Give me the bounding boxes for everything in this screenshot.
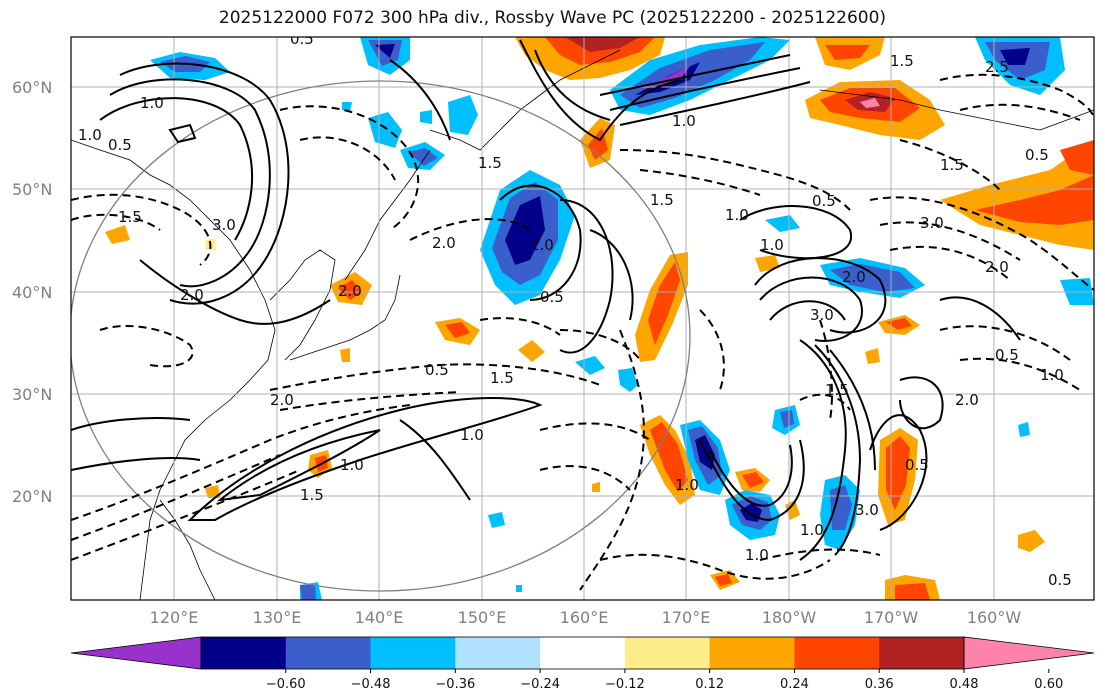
colorbar-segment <box>540 637 626 669</box>
contour-label: 1.0 <box>672 112 696 130</box>
lon-label: 120°E <box>150 608 199 627</box>
divergence-shading <box>105 37 1094 600</box>
colorbar-extend-high <box>963 636 1095 670</box>
contour-label: 1.5 <box>490 369 514 387</box>
map-plot-area: 0.5 1.0 3.0 2.0 2.0 2.0 1.5 1.0 0.5 1.0 … <box>71 30 1094 600</box>
colorbar: −0.60 −0.48 −0.36 −0.24 −0.12 0.12 0.24 0.36 0.4… <box>70 636 1095 692</box>
colorbar-tick-label: −0.60 <box>266 677 306 692</box>
contour-label: 1.5 <box>825 381 849 399</box>
lon-label: 180°W <box>762 608 817 627</box>
plot-frame <box>70 36 1095 601</box>
latitude-labels: 60°N 50°N 40°N 30°N 20°N <box>12 78 52 506</box>
contour-label: 1.5 <box>118 208 142 226</box>
contour-label: 0.5 <box>290 30 314 48</box>
gridlines <box>71 37 1094 600</box>
contour-label: 1.0 <box>530 236 554 254</box>
dashed-contours <box>71 73 1094 591</box>
contour-label: 3.0 <box>855 501 879 519</box>
reference-circle <box>71 80 691 592</box>
contour-label: 1.0 <box>725 206 749 224</box>
contour-label: 2.0 <box>842 268 866 286</box>
solid-contours <box>71 39 1021 561</box>
contour-label: 2.0 <box>432 234 456 252</box>
contour-labels: 0.5 1.0 3.0 2.0 2.0 2.0 1.5 1.0 0.5 1.0 … <box>78 30 1072 589</box>
contour-label: 1.0 <box>78 126 102 144</box>
contour-label: 1.5 <box>650 191 674 209</box>
contour-label: 0.5 <box>812 192 836 210</box>
contour-label: 1.0 <box>140 94 164 112</box>
lon-label: 140°E <box>355 608 404 627</box>
colorbar-segment <box>370 637 456 669</box>
colorbar-segment <box>624 637 711 669</box>
contour-label: 2.5 <box>985 58 1009 76</box>
coastlines <box>71 49 1094 600</box>
lat-label: 40°N <box>12 283 52 302</box>
colorbar-tick-label: 0.60 <box>1034 677 1063 692</box>
contour-label: 0.5 <box>1025 146 1049 164</box>
colorbar-segment <box>285 637 372 669</box>
contour-label: 1.0 <box>460 426 484 444</box>
contour-label: 0.5 <box>905 456 929 474</box>
lon-label: 170°W <box>864 608 919 627</box>
lat-label: 50°N <box>12 180 52 199</box>
contour-label: 1.5 <box>940 156 964 174</box>
contour-label: 3.0 <box>920 214 944 232</box>
contour-label: 1.5 <box>300 486 324 504</box>
contour-label: 1.0 <box>675 476 699 494</box>
contour-label: 1.0 <box>800 521 824 539</box>
contour-label: 1.5 <box>890 52 914 70</box>
contour-label: 2.0 <box>180 286 204 304</box>
contour-label: 0.5 <box>995 346 1019 364</box>
contour-label: 0.5 <box>1048 571 1072 589</box>
lon-label: 160°W <box>967 608 1022 627</box>
colorbar-segment <box>709 637 795 669</box>
contour-label: 3.0 <box>212 216 236 234</box>
lat-label: 60°N <box>12 78 52 97</box>
contour-label: 1.0 <box>1040 366 1064 384</box>
contour-label: 1.0 <box>760 236 784 254</box>
contour-label: 2.0 <box>955 391 979 409</box>
lon-label: 130°E <box>253 608 302 627</box>
colorbar-segment <box>794 637 880 669</box>
colorbar-tick-label: 0.12 <box>695 677 724 692</box>
colorbar-segment <box>455 637 541 669</box>
contour-label: 2.0 <box>338 282 362 300</box>
contour-label: 1.0 <box>745 546 769 564</box>
lat-label: 20°N <box>12 487 52 506</box>
colorbar-extend-low <box>70 636 202 670</box>
colorbar-tick-label: 0.24 <box>780 677 809 692</box>
map-title: 2025122000 F072 300 hPa div., Rossby Wav… <box>218 8 887 28</box>
contour-label: 0.5 <box>108 136 132 154</box>
contour-label: 2.0 <box>270 391 294 409</box>
contour-label: 1.0 <box>340 456 364 474</box>
contour-label: 3.0 <box>810 306 834 324</box>
colorbar-segment <box>879 637 965 669</box>
colorbar-tick-label: 0.36 <box>865 677 894 692</box>
colorbar-segment <box>201 637 287 669</box>
contour-label: 2.0 <box>985 258 1009 276</box>
lon-label: 170°E <box>662 608 711 627</box>
longitude-labels: 120°E 130°E 140°E 150°E 160°E 170°E 180°… <box>150 608 1022 627</box>
colorbar-tick-label: −0.36 <box>435 677 475 692</box>
contour-label: 1.5 <box>478 154 502 172</box>
colorbar-tick-label: −0.24 <box>520 677 560 692</box>
colorbar-tick-label: 0.48 <box>950 677 979 692</box>
colorbar-tick-label: −0.12 <box>605 677 645 692</box>
contour-label: 0.5 <box>425 361 449 379</box>
lat-label: 30°N <box>12 385 52 404</box>
lon-label: 150°E <box>458 608 507 627</box>
lon-label: 160°E <box>560 608 609 627</box>
colorbar-tick-label: −0.48 <box>351 677 391 692</box>
colorbar-frame <box>200 636 965 670</box>
contour-label: 0.5 <box>540 288 564 306</box>
